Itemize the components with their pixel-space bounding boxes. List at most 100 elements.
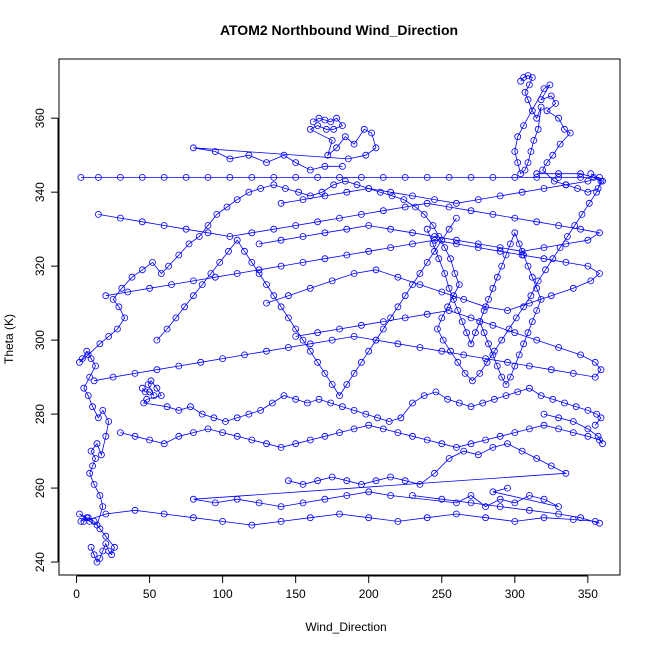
data-point: [550, 177, 558, 185]
data-point: [520, 303, 527, 311]
data-point: [511, 329, 519, 337]
data-point: [357, 480, 365, 488]
data-point: [365, 488, 373, 496]
data-point: [233, 414, 241, 422]
data-point: [409, 492, 416, 499]
data-point: [90, 377, 98, 385]
data-point: [343, 251, 351, 259]
data-point: [528, 107, 536, 115]
data-point: [401, 314, 409, 322]
data-point: [524, 72, 532, 79]
data-point: [591, 421, 599, 429]
data-point: [511, 429, 519, 437]
data-point: [555, 425, 562, 433]
data-point: [511, 499, 519, 507]
data-point: [527, 148, 535, 155]
data-point: [374, 414, 381, 422]
data-point: [504, 358, 511, 366]
data-point: [87, 447, 95, 455]
data-point: [401, 203, 409, 211]
data-point: [444, 395, 452, 403]
data-point: [207, 270, 215, 277]
y-tick-label: 360: [33, 108, 47, 128]
data-point: [333, 114, 341, 122]
data-point: [387, 314, 395, 322]
data-point: [102, 540, 110, 547]
data-point: [450, 295, 457, 303]
data-point: [511, 518, 519, 525]
data-point: [452, 236, 460, 244]
data-point: [168, 281, 175, 289]
data-point: [87, 543, 95, 551]
data-point: [555, 170, 562, 178]
data-point: [90, 551, 98, 559]
data-point: [496, 247, 504, 255]
data-point: [372, 477, 380, 485]
data-point: [131, 432, 139, 440]
data-point: [284, 344, 292, 351]
data-point: [84, 514, 92, 522]
data-point: [438, 288, 446, 296]
data-point: [423, 436, 431, 444]
data-point: [321, 495, 329, 503]
data-point: [485, 295, 492, 303]
data-point: [561, 125, 568, 133]
data-point: [280, 392, 288, 400]
data-point: [96, 340, 104, 348]
data-point: [496, 244, 504, 252]
x-tick-label: 0: [73, 587, 80, 601]
data-point: [233, 495, 241, 503]
data-point: [341, 177, 349, 185]
data-point: [350, 369, 358, 377]
data-point: [540, 410, 548, 418]
data-point: [189, 514, 197, 522]
data-point: [537, 295, 545, 303]
data-point: [185, 240, 193, 248]
data-point: [423, 514, 431, 522]
data-point: [528, 318, 536, 326]
data-point: [343, 225, 351, 233]
data-point: [387, 492, 395, 499]
data-point: [562, 258, 570, 266]
data-point: [219, 429, 227, 437]
data-point: [89, 403, 96, 411]
data-point: [526, 81, 533, 89]
data-point: [270, 173, 278, 181]
data-point: [530, 136, 538, 144]
data-point: [555, 414, 562, 422]
data-point: [321, 162, 329, 170]
data-point: [471, 329, 479, 337]
data-point: [160, 440, 168, 448]
data-point: [526, 384, 533, 392]
data-point: [431, 233, 438, 240]
data-point: [328, 381, 336, 388]
data-point: [451, 270, 459, 277]
data-point: [336, 510, 343, 518]
data-point: [121, 314, 129, 322]
data-point: [489, 443, 497, 451]
data-point: [533, 114, 541, 122]
data-point: [533, 284, 541, 292]
data-point: [540, 185, 548, 192]
data-point: [314, 218, 322, 226]
data-point: [596, 229, 603, 237]
data-point: [321, 255, 329, 263]
data-point: [394, 303, 402, 311]
data-point: [574, 185, 581, 192]
data-point: [561, 399, 568, 407]
data-point: [306, 284, 314, 292]
data-point: [147, 377, 155, 385]
data-point: [438, 440, 446, 448]
data-point: [299, 258, 307, 266]
data-point: [445, 225, 453, 233]
data-point: [131, 506, 139, 514]
data-point: [314, 358, 322, 366]
data-point: [540, 255, 548, 263]
data-point: [445, 203, 453, 211]
data-point: [350, 140, 358, 148]
data-point: [86, 373, 94, 381]
data-point: [597, 414, 605, 422]
data-point: [198, 281, 206, 289]
data-point: [504, 440, 511, 448]
data-point: [556, 140, 564, 148]
